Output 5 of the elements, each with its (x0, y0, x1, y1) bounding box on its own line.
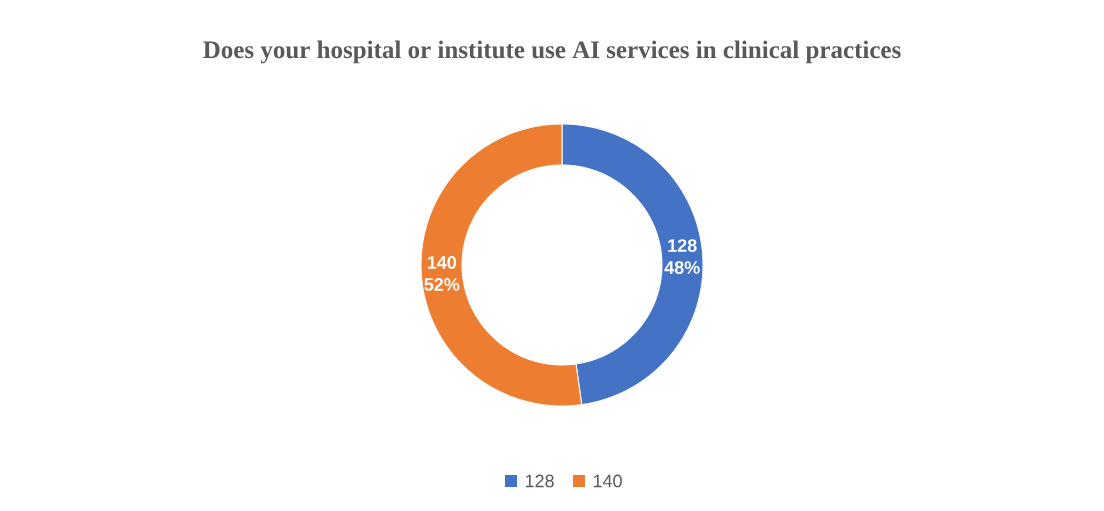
legend-label: 128 (525, 474, 554, 488)
chart-title: Does your hospital or institute use AI services in clinical practices (203, 40, 901, 64)
data-label: 128 48% (664, 239, 700, 274)
legend-label: 140 (593, 474, 622, 488)
data-label: 140 52% (424, 256, 460, 291)
